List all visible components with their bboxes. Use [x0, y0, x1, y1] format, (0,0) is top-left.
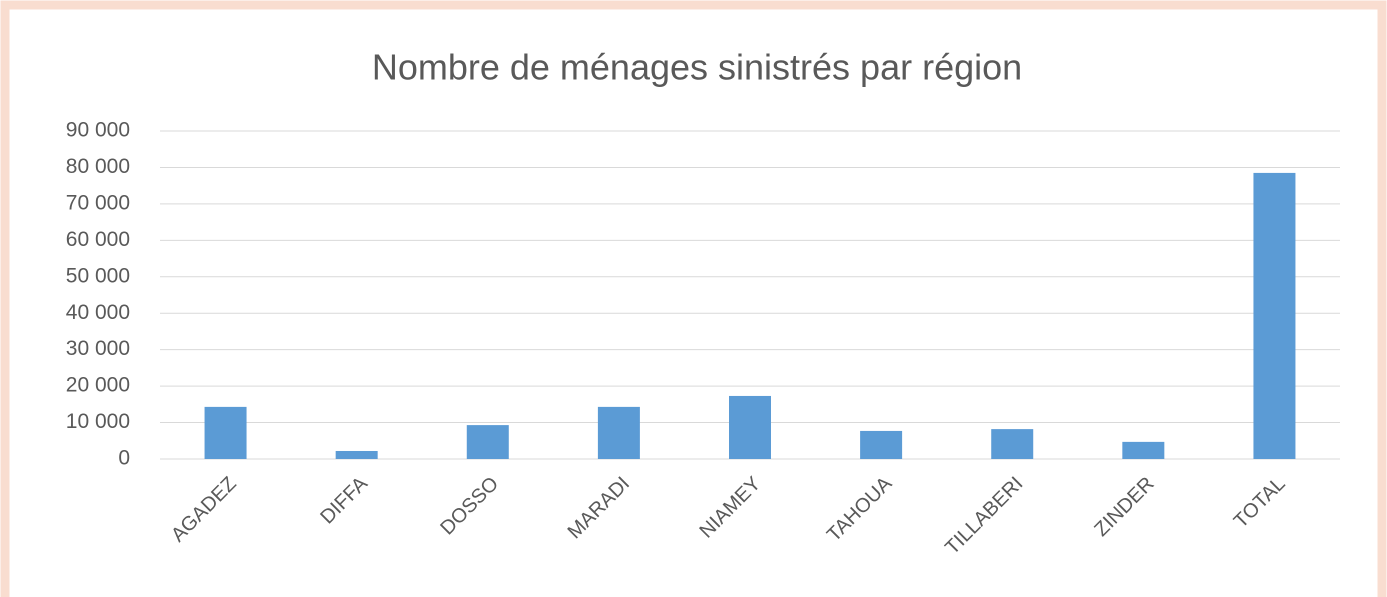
- y-tick-label: 20 000: [66, 374, 130, 397]
- y-tick-label: 70 000: [66, 191, 130, 214]
- bar: [204, 406, 247, 459]
- y-tick-label: 30 000: [66, 337, 130, 360]
- chart-title: Nombre de ménages sinistrés par région: [372, 47, 1022, 88]
- y-tick-label: 60 000: [66, 228, 130, 251]
- bar: [729, 395, 771, 459]
- y-tick-label: 80 000: [66, 155, 130, 178]
- y-tick-label: 50 000: [66, 264, 130, 287]
- y-tick-label: 90 000: [66, 119, 130, 142]
- bar: [466, 425, 509, 459]
- bar: [991, 429, 1034, 459]
- bar: [1253, 172, 1296, 459]
- bar: [860, 430, 903, 459]
- y-tick-label: 10 000: [66, 410, 130, 433]
- y-tick-label: 0: [118, 447, 130, 470]
- bar: [335, 450, 378, 459]
- bar: [1122, 441, 1165, 459]
- y-tick-label: 40 000: [66, 301, 130, 324]
- bar: [597, 406, 640, 459]
